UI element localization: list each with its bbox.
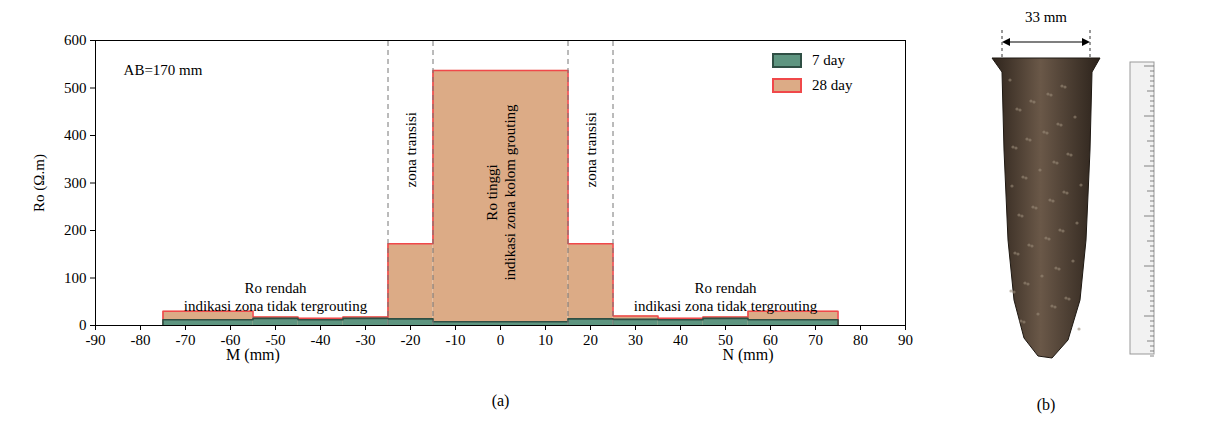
svg-text:400: 400	[64, 127, 87, 143]
svg-text:Ro (Ω.m): Ro (Ω.m)	[31, 154, 48, 212]
svg-text:90: 90	[898, 332, 913, 348]
svg-text:-10: -10	[446, 332, 466, 348]
svg-text:Ro rendahindikasi zona tidak t: Ro rendahindikasi zona tidak tergrouting	[184, 280, 368, 314]
svg-text:zona transisi: zona transisi	[583, 112, 599, 187]
svg-text:M (mm): M (mm)	[226, 346, 280, 364]
svg-text:40: 40	[673, 332, 688, 348]
svg-text:20: 20	[583, 332, 598, 348]
svg-text:-80: -80	[131, 332, 151, 348]
svg-text:70: 70	[808, 332, 823, 348]
svg-text:zona transisi: zona transisi	[403, 112, 419, 187]
svg-text:Ro tinggiindikasi zona kolom g: Ro tinggiindikasi zona kolom grouting	[484, 104, 517, 281]
html-text:28 day: 28 day	[812, 77, 853, 93]
svg-text:-50: -50	[265, 332, 286, 349]
svg-text:AB=170 mm: AB=170 mm	[124, 62, 203, 78]
svg-text:-20: -20	[401, 332, 421, 348]
svg-text:-90: -90	[86, 332, 106, 348]
svg-text:80: 80	[853, 332, 868, 348]
svg-text:500: 500	[64, 80, 87, 96]
svg-text:200: 200	[64, 222, 87, 238]
svg-text:300: 300	[64, 175, 87, 191]
svg-text:N (mm): N (mm)	[722, 346, 773, 364]
svg-text:10: 10	[538, 332, 553, 348]
svg-text:60: 60	[763, 332, 778, 349]
svg-text:Ro rendahindikasi zona tidak t: Ro rendahindikasi zona tidak tergrouting	[634, 280, 818, 314]
svg-text:-60: -60	[220, 332, 241, 349]
svg-text:-40: -40	[311, 332, 331, 348]
svg-text:-30: -30	[356, 332, 376, 348]
svg-text:(b): (b)	[1037, 396, 1056, 414]
html-text:7 day: 7 day	[812, 52, 845, 68]
svg-text:50: 50	[718, 332, 733, 349]
svg-text:600: 600	[64, 32, 87, 48]
svg-text:(a): (a)	[492, 392, 510, 410]
svg-text:33 mm: 33 mm	[1025, 9, 1067, 25]
svg-text:100: 100	[64, 270, 87, 286]
svg-text:0: 0	[497, 332, 505, 348]
svg-text:0: 0	[79, 317, 87, 333]
svg-text:-70: -70	[176, 332, 196, 348]
svg-text:30: 30	[628, 332, 643, 348]
